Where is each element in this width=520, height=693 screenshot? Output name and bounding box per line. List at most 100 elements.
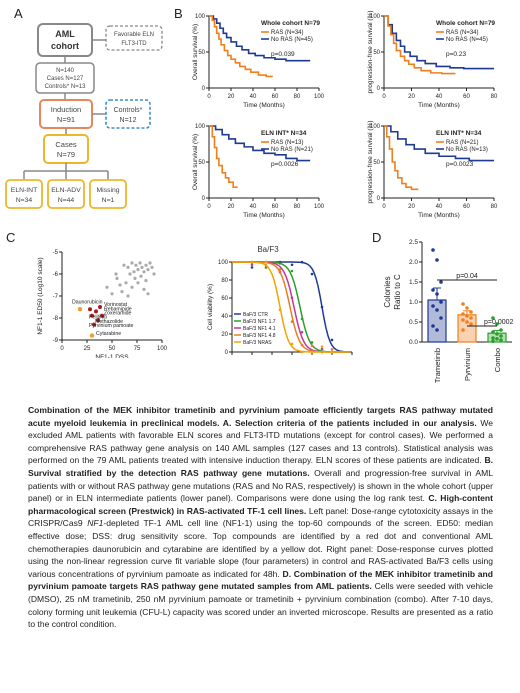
- km-x-tick-label: 0: [207, 94, 211, 100]
- scatter-x-tick: 0: [60, 346, 64, 352]
- scatter-point: [130, 261, 134, 265]
- dose-point: [300, 260, 304, 264]
- km-x-tick-label: 40: [436, 94, 443, 100]
- km-y-tick-label: 0: [377, 196, 381, 202]
- dose-point: [320, 305, 324, 309]
- colonies-point: [435, 292, 439, 296]
- km-y-tick-label: 100: [195, 124, 206, 130]
- scatter-y-tick: -6: [53, 272, 59, 278]
- dose-point: [300, 343, 304, 347]
- scatter-daunorubicin: [77, 307, 83, 312]
- excluded-label-2: FLT3-ITD: [121, 41, 147, 47]
- km-x-tick-label: 60: [272, 204, 279, 210]
- km-x-tick-label: 40: [250, 94, 257, 100]
- colonies-point: [435, 328, 439, 332]
- scatter-top-compound: [88, 307, 92, 312]
- km-p-value: p=0.0023: [446, 161, 474, 168]
- km-x-tick-label: 20: [228, 94, 235, 100]
- dose-point: [330, 347, 334, 351]
- scatter-x-tick: 25: [84, 346, 91, 352]
- km-curve-ras: [209, 125, 238, 188]
- dose-ylabel: Cell viability (%): [207, 284, 214, 330]
- eln-int-n: N=34: [16, 197, 33, 204]
- km-y-tick-label: 50: [198, 160, 205, 166]
- km-x-tick-label: 100: [314, 94, 325, 100]
- km-x-tick-label: 0: [207, 204, 211, 210]
- scatter-compound-label: Zoxeramide: [104, 311, 132, 317]
- panel-letter-c: C: [6, 230, 15, 245]
- dose-point: [310, 272, 314, 276]
- km-xlabel: Time (Months): [243, 102, 285, 109]
- scatter-point: [133, 276, 137, 280]
- dose-y-tick: 0: [225, 350, 229, 356]
- scatter-point: [126, 294, 130, 298]
- panel-c: C NF1-1 ED50 (Log10 scale)-5-6-7-8-90 25 5…: [6, 230, 353, 358]
- colonies-category-label: Combo: [493, 348, 502, 372]
- km-title: Whole cohort N=79: [436, 20, 495, 27]
- dose-point: [330, 350, 334, 354]
- colonies-y-tick: 0.5: [409, 319, 418, 326]
- km-xlabel: Time (Months): [418, 212, 460, 219]
- scatter-top-compound: [92, 322, 96, 327]
- scatter-point: [150, 265, 154, 269]
- colonies-point: [439, 316, 443, 320]
- colonies-point: [495, 332, 499, 336]
- km-title: ELN INT* N=34: [436, 130, 482, 137]
- scatter-top-compound: [90, 313, 94, 318]
- colonies-point: [435, 308, 439, 312]
- cases-n-label: Cases N=127: [47, 76, 84, 82]
- scatter-compound-label: Cytarabine: [96, 331, 121, 337]
- scatter-compound-label: Vorinostat: [104, 302, 128, 308]
- km-ylabel: progression-free survival (%): [367, 120, 374, 203]
- km-y-tick-label: 0: [377, 86, 381, 92]
- eln-adv-box: [47, 179, 85, 209]
- scatter-point: [126, 265, 130, 269]
- induction-label: Induction: [51, 105, 81, 114]
- colonies-p1: p=0.04: [456, 273, 478, 280]
- colonies-category-label: Pyrvinium: [463, 348, 472, 381]
- colonies-point: [499, 338, 503, 342]
- km-x-tick-label: 60: [463, 94, 470, 100]
- colonies-point: [435, 258, 439, 262]
- missing-label: Missing: [96, 187, 119, 194]
- dose-point: [290, 342, 294, 346]
- scatter-top-compound: [94, 309, 98, 314]
- scatter-point: [152, 272, 156, 276]
- colonies-bar: [427, 299, 447, 343]
- scatter-point: [146, 292, 150, 296]
- dose-legend-label: BaF/3 CTR: [243, 312, 268, 318]
- colonies-y-tick: 1.5: [409, 279, 418, 286]
- dose-point: [290, 320, 294, 323]
- scatter-xlabel: NF1-1 DSS: [95, 354, 129, 358]
- colonies-y-tick: 0.0: [409, 339, 418, 346]
- panel-letter-d: D: [372, 230, 381, 245]
- km-p-value: p=0.0026: [271, 161, 299, 168]
- aml-cohort-label-2: cohort: [51, 41, 79, 51]
- km-y-tick-label: 100: [370, 124, 381, 130]
- induction-n: N=91: [57, 115, 75, 124]
- dose-point: [290, 263, 294, 267]
- colonies-point: [499, 334, 503, 338]
- scatter-top-compound: [96, 318, 100, 323]
- km-curve-ras: [209, 15, 273, 78]
- dose-point: [264, 260, 268, 264]
- controls-label: Controls*: [114, 107, 143, 114]
- km-x-tick-label: 80: [491, 204, 498, 210]
- scatter-point: [115, 276, 119, 280]
- scatter-top-compound: [100, 313, 104, 318]
- scatter-point: [122, 263, 126, 267]
- colonies-ylabel-2: Ratio to C: [393, 274, 402, 310]
- km-legend-noras: No RAS (N=21): [271, 147, 313, 153]
- km-y-tick-label: 50: [198, 50, 205, 56]
- dose-legend-label: BaF/3 NF1 4.8: [243, 333, 276, 339]
- scatter-point: [120, 290, 124, 294]
- scatter-point: [134, 263, 138, 267]
- colonies-point: [499, 328, 503, 332]
- colonies-point: [465, 306, 469, 310]
- excluded-label-1: Favorable ELN: [114, 32, 154, 38]
- controls-n: N=12: [120, 117, 137, 124]
- dose-point: [250, 263, 254, 267]
- dose-point: [310, 341, 314, 344]
- dose-point: [250, 260, 254, 264]
